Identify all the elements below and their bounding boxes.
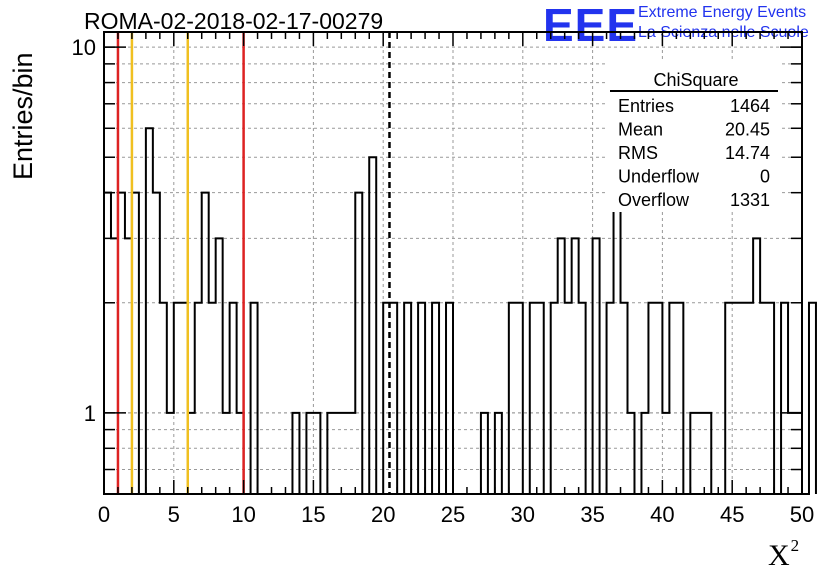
- histogram-bin-59: [516, 303, 523, 494]
- histogram-bin-89: [725, 303, 732, 494]
- histogram-bin-13: [195, 303, 202, 494]
- stats-label-entries: Entries: [618, 96, 674, 116]
- histogram-bin-14: [202, 193, 209, 494]
- histogram-bin-93: [753, 238, 760, 494]
- histogram-bin-64: [551, 303, 558, 494]
- chart-title: ROMA-02-2018-02-17-00279: [84, 8, 384, 34]
- y-tick-label-0: 1: [84, 401, 96, 426]
- histogram-bin-101: [809, 303, 816, 494]
- x-tick-label-5: 25: [441, 502, 465, 527]
- stats-value-rms: 14.74: [725, 143, 770, 163]
- stats-value-overflow: 1331: [730, 190, 770, 210]
- histogram-bin-70: [593, 238, 600, 494]
- x-tick-label-2: 10: [231, 502, 255, 527]
- stats-label-mean: Mean: [618, 120, 663, 140]
- x-tick-label-9: 45: [720, 502, 744, 527]
- histogram-bin-27: [292, 413, 299, 494]
- histogram-bin-8: [160, 303, 167, 494]
- histogram-bin-85: [697, 413, 704, 494]
- histogram-bin-80: [662, 413, 669, 494]
- histogram-bin-6: [146, 128, 153, 494]
- histogram-bin-90: [732, 303, 739, 494]
- histogram-bin-7: [153, 193, 160, 494]
- histogram-bin-58: [509, 303, 516, 494]
- stats-label-overflow: Overflow: [618, 190, 690, 210]
- histogram-bin-54: [481, 413, 488, 494]
- histogram-bin-43: [404, 303, 411, 494]
- histogram-bin-32: [327, 413, 334, 494]
- histogram-bin-33: [334, 413, 341, 494]
- histogram-bin-77: [641, 413, 648, 494]
- x-tick-label-6: 30: [511, 502, 535, 527]
- histogram-bin-68: [579, 303, 586, 494]
- x-tick-label-7: 35: [580, 502, 604, 527]
- histogram-bin-36: [355, 193, 362, 494]
- histogram-bin-73: [614, 193, 621, 494]
- histogram-bin-35: [348, 413, 355, 494]
- histogram-bin-75: [628, 413, 635, 494]
- stats-box-name: ChiSquare: [653, 70, 738, 90]
- x-axis-label-superscript: 2: [790, 536, 800, 555]
- histogram-bin-56: [495, 413, 502, 494]
- histogram-bin-17: [223, 413, 230, 494]
- x-tick-label-10: 50: [790, 502, 814, 527]
- histogram-bin-29: [306, 413, 313, 494]
- histogram-bin-81: [669, 303, 676, 494]
- stats-value-underflow: 0: [760, 167, 770, 187]
- x-tick-label-3: 15: [301, 502, 325, 527]
- histogram-bin-79: [655, 303, 662, 494]
- histogram-bin-10: [174, 303, 181, 494]
- histogram-bin-98: [788, 413, 795, 494]
- y-tick-label-1: 10: [72, 35, 96, 60]
- histogram-bin-49: [446, 303, 453, 494]
- stats-box: ChiSquare Entries 1464 Mean 20.45 RMS 14.74 Und…: [608, 62, 780, 212]
- histogram-bin-95: [767, 303, 774, 494]
- histogram-bin-66: [565, 303, 572, 494]
- axes-layer: 0 5 10 15 20 25 30 35 40 45 50 1 10: [72, 31, 814, 527]
- stats-value-mean: 20.45: [725, 120, 770, 140]
- stats-box-bg: [608, 62, 780, 212]
- histogram-bin-94: [760, 303, 767, 494]
- histogram-bin-92: [746, 303, 753, 494]
- eee-logo: EEE: [543, 0, 639, 51]
- histogram-bin-62: [537, 303, 544, 494]
- x-tick-label-8: 40: [650, 502, 674, 527]
- histogram-bin-41: [390, 303, 397, 494]
- histogram-bin-30: [313, 413, 320, 494]
- histogram-bin-61: [530, 303, 537, 494]
- histogram-bin-45: [418, 303, 425, 494]
- histogram-bin-99: [795, 413, 802, 494]
- x-axis-label-base: X: [768, 539, 790, 572]
- histogram-bin-65: [558, 238, 565, 494]
- x-tick-label-4: 20: [371, 502, 395, 527]
- stats-label-rms: RMS: [618, 143, 658, 163]
- histogram-bin-67: [572, 238, 579, 494]
- histogram-bin-47: [432, 303, 439, 494]
- histogram-bin-9: [167, 413, 174, 494]
- histogram-bin-18: [230, 303, 237, 494]
- histogram-bin-72: [607, 303, 614, 494]
- histogram-bin-38: [369, 157, 376, 494]
- stats-value-entries: 1464: [730, 96, 770, 116]
- histogram-bin-74: [621, 303, 628, 494]
- stats-label-underflow: Underflow: [618, 167, 700, 187]
- x-axis-label: X2: [768, 536, 799, 573]
- histogram-bin-86: [704, 413, 711, 494]
- x-tick-label-1: 5: [168, 502, 180, 527]
- histogram-bin-91: [739, 303, 746, 494]
- histogram-bin-21: [251, 303, 258, 494]
- histogram-bin-34: [341, 413, 348, 494]
- reference-lines-layer: [116, 32, 391, 494]
- logo-line-1: Extreme Energy Events: [638, 4, 807, 21]
- histogram-bin-82: [676, 303, 683, 494]
- histogram-bin-84: [690, 413, 697, 494]
- histogram-bin-78: [648, 303, 655, 494]
- histogram-bin-16: [216, 238, 223, 494]
- histogram-bin-97: [781, 303, 788, 494]
- histogram-bin-15: [209, 303, 216, 494]
- x-tick-label-0: 0: [98, 502, 110, 527]
